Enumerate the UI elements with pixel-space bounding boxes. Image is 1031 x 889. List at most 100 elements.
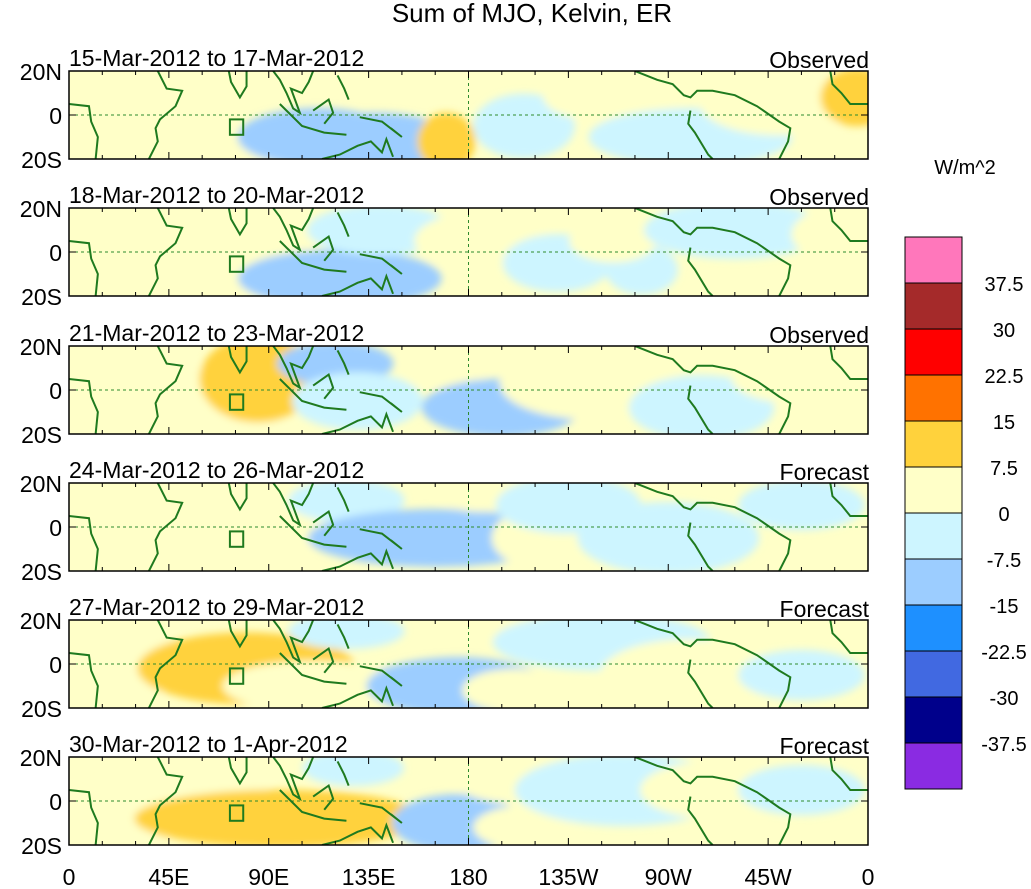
west-africa-coast [829, 346, 868, 380]
coastlines [69, 620, 868, 708]
y-tick-label: 20N [20, 608, 62, 634]
india-coast [227, 620, 248, 649]
se-asia-coast [272, 483, 315, 528]
maldives-box [228, 118, 245, 136]
panel-period: 27-Mar-2012 to 29-Mar-2012 [69, 594, 364, 620]
y-tick-label: 20N [20, 59, 62, 85]
y-tick-label: 0 [49, 652, 62, 678]
philippines-coast [336, 349, 350, 375]
new-guinea-coast [359, 665, 403, 687]
borneo-coast [312, 647, 335, 674]
olr-field [69, 620, 868, 708]
philippines-coast [336, 623, 350, 649]
anomaly-contour [288, 620, 405, 650]
colorbar-swatch [904, 604, 963, 652]
anomaly-contour [295, 112, 456, 159]
west-africa-coast [829, 71, 868, 105]
y-tick-label: 20S [21, 696, 62, 722]
indonesia-coast [279, 103, 347, 136]
panel-2: 20N 0 20S 18-Mar-2012 to 20-Mar-2012 Observe… [20, 182, 869, 310]
anomaly-contour [639, 761, 786, 819]
y-tick-label: 0 [49, 103, 62, 129]
colorbar-level-label: -37.5 [981, 734, 1027, 756]
anomaly-contour [222, 660, 404, 708]
india-coast [227, 346, 248, 375]
anomaly-contour [700, 72, 859, 136]
x-tick-label: 180 [449, 864, 487, 889]
x-tick-label: 0 [63, 864, 76, 889]
new-guinea-coast [359, 802, 403, 824]
s-america-coast [634, 71, 792, 159]
y-tick-label: 20S [21, 833, 62, 859]
west-africa-coast [829, 620, 868, 654]
gulf-of-guinea-coast [69, 789, 99, 845]
peru-coast [687, 385, 714, 434]
peru-coast [687, 659, 714, 708]
anomaly-contour [791, 208, 868, 264]
australia-coast [321, 548, 394, 571]
colorbar-level-label: 37.5 [985, 274, 1024, 296]
colorbar-level-label: -30 [990, 688, 1019, 710]
olr-field [69, 346, 868, 434]
new-guinea-coast [359, 391, 403, 413]
x-tick-label: 45E [148, 864, 189, 889]
colorbar-level-label: -7.5 [987, 550, 1021, 572]
colorbar-level-label: 15 [993, 412, 1015, 434]
colorbar-swatch [904, 328, 963, 376]
y-tick-label: 20N [20, 334, 62, 360]
peru-coast [687, 522, 714, 571]
borneo-coast [312, 373, 335, 400]
australia-coast [321, 822, 394, 845]
anomaly-contour [487, 208, 561, 238]
panel-period: 30-Mar-2012 to 1-Apr-2012 [69, 731, 348, 757]
maldives-box [228, 255, 245, 273]
colorbar-swatch [904, 650, 963, 698]
x-tick-label: 45W [744, 864, 792, 889]
colorbar-level-label: 22.5 [985, 366, 1024, 388]
olr-field [69, 71, 868, 159]
borneo-coast [312, 235, 335, 262]
colorbar-swatch [904, 236, 963, 284]
coastlines [69, 71, 868, 159]
gulf-of-guinea-coast [69, 240, 99, 296]
borneo-coast [312, 784, 335, 811]
australia-coast [321, 136, 394, 159]
panel-label: Observed [769, 184, 869, 210]
west-africa-coast [829, 208, 868, 242]
anomaly-contour [644, 208, 826, 259]
panel-5: 20N 0 20S 27-Mar-2012 to 29-Mar-2012 Forecas… [20, 594, 870, 722]
anomaly-contour [417, 112, 476, 159]
philippines-coast [336, 760, 350, 786]
y-tick-label: 20S [21, 284, 62, 310]
maldives-box [228, 667, 245, 685]
gulf-of-guinea-coast [69, 652, 99, 708]
west-africa-coast [829, 483, 868, 517]
se-asia-coast [272, 620, 315, 665]
y-tick-label: 20N [20, 471, 62, 497]
anomaly-contour [577, 501, 760, 571]
panel-3: 20N 0 20S 21-Mar-2012 to 23-Mar-2012 Observe… [20, 320, 869, 448]
x-axis: 0 45E 90E 135E 180 135W 90W 45W 0 [63, 864, 875, 889]
coastlines [69, 757, 868, 845]
indonesia-coast [279, 789, 347, 822]
anomaly-contour [217, 797, 276, 827]
s-america-coast [634, 757, 792, 845]
panel-label: Forecast [780, 733, 870, 759]
africa-coast [148, 71, 184, 159]
new-guinea-coast [359, 116, 403, 138]
anomaly-contour [569, 219, 657, 263]
india-coast [227, 483, 248, 512]
panel-4: 20N 0 20S 24-Mar-2012 to 26-Mar-2012 Forecas… [20, 457, 870, 585]
india-coast [227, 757, 248, 786]
y-tick-label: 20S [21, 422, 62, 448]
new-guinea-coast [359, 253, 403, 275]
indonesia-coast [279, 240, 347, 273]
x-tick-label: 135E [342, 864, 396, 889]
philippines-coast [336, 486, 350, 512]
gulf-of-guinea-coast [69, 515, 99, 571]
se-asia-coast [272, 208, 315, 253]
gulf-of-guinea-coast [69, 103, 99, 159]
africa-coast [148, 757, 184, 845]
philippines-coast [336, 211, 350, 237]
anomaly-contour [238, 249, 442, 296]
